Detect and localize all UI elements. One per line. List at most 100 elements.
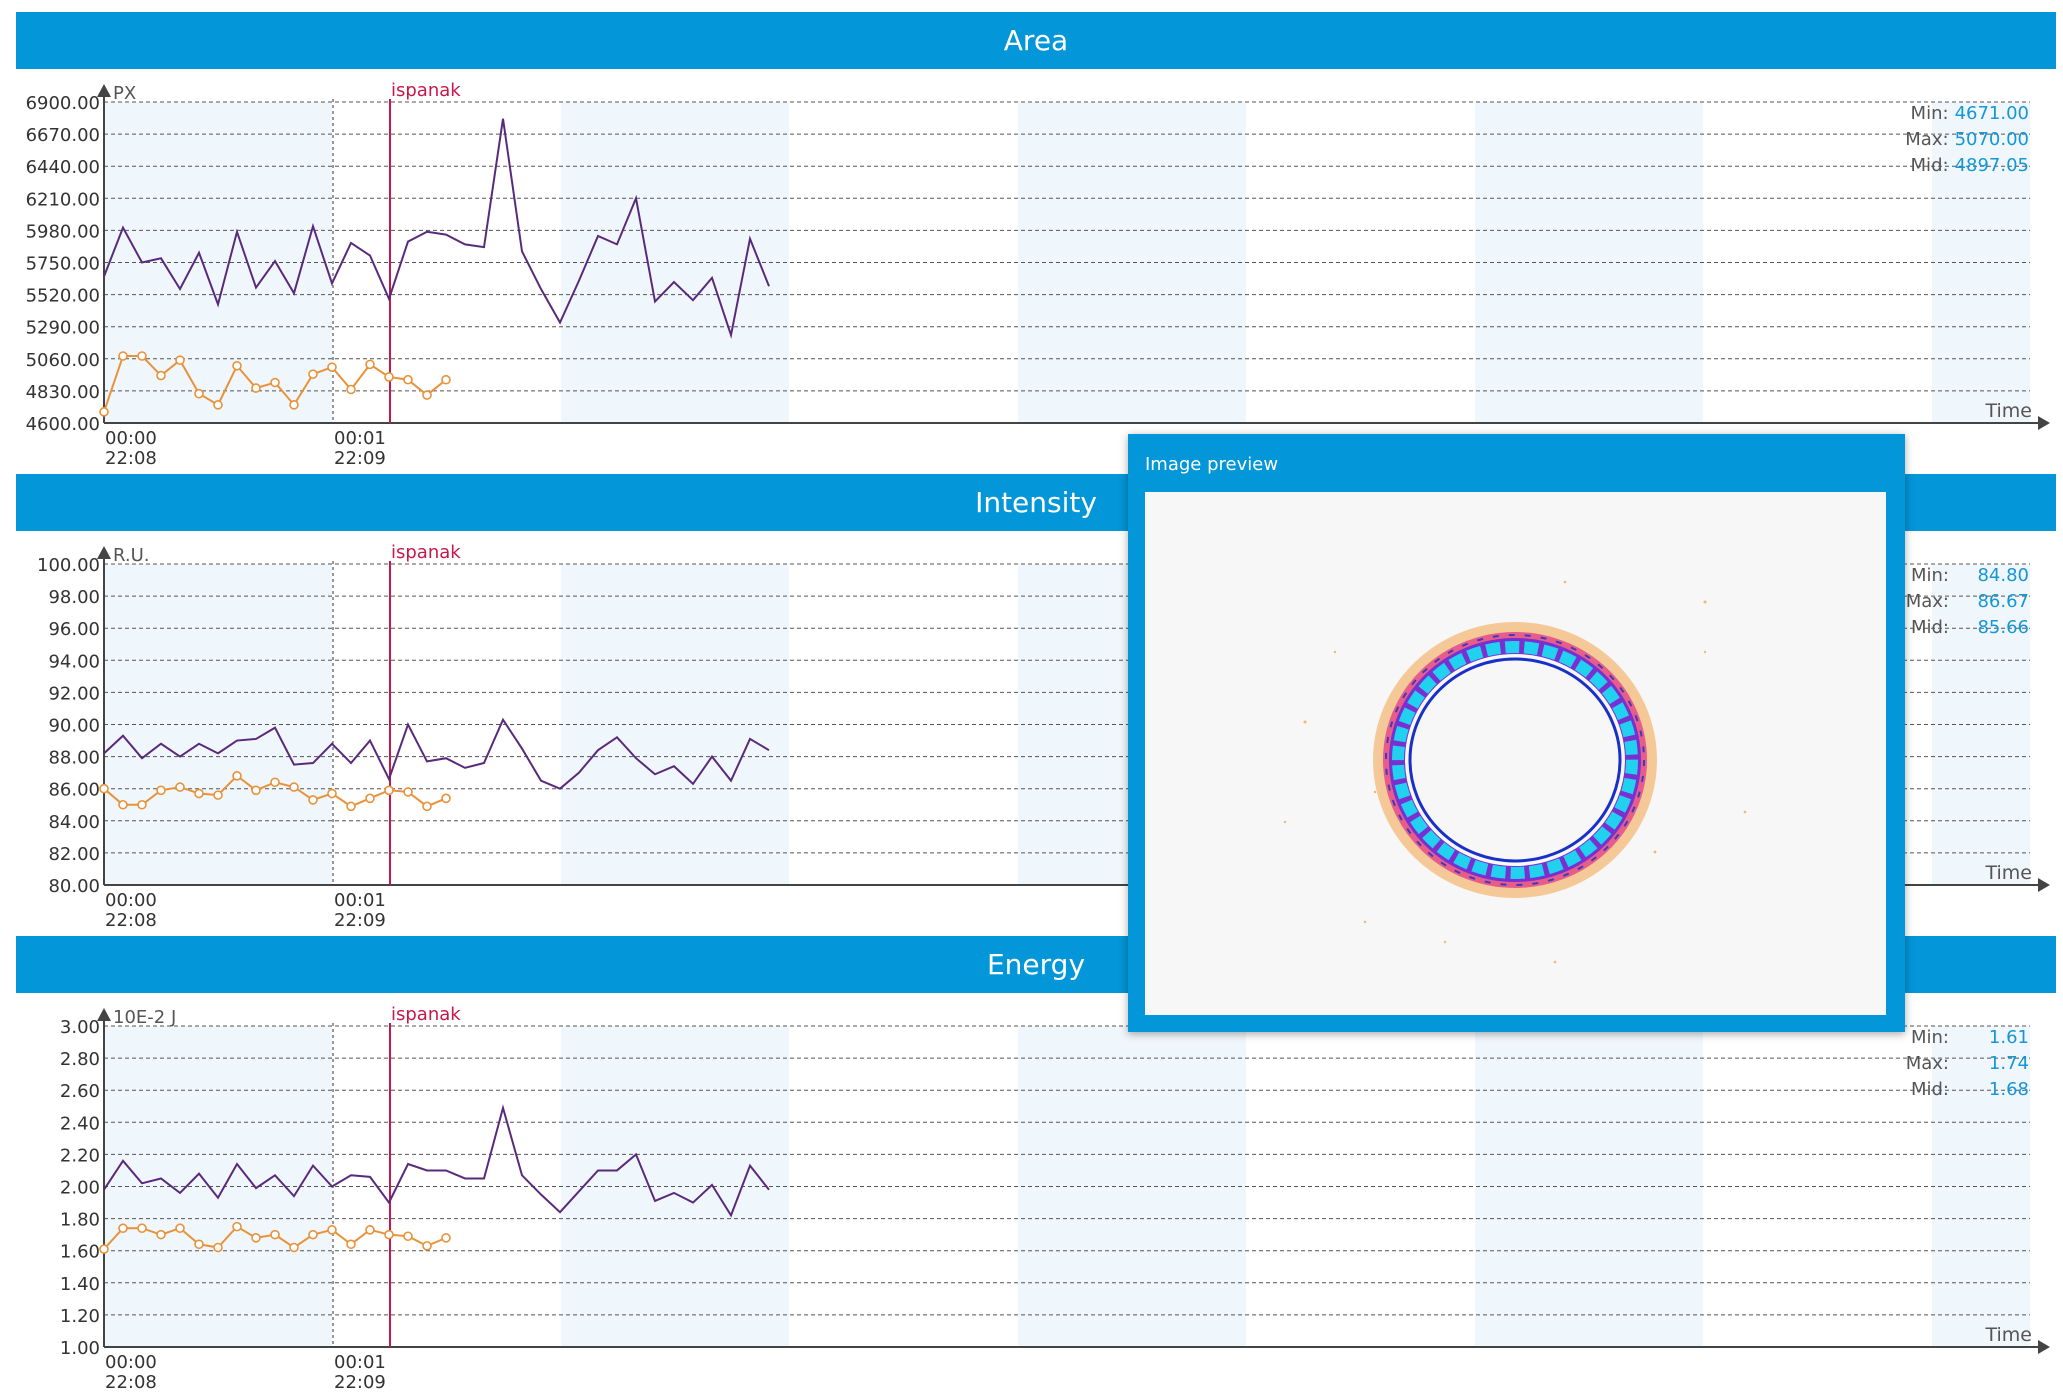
x-tick-label: 00:01 bbox=[334, 890, 386, 911]
time-axis-label: Time bbox=[1985, 400, 2033, 422]
marker-label: ispanak bbox=[391, 542, 461, 563]
image-preview-popup[interactable]: Image preview bbox=[1128, 434, 1905, 1032]
series-point-orange bbox=[308, 795, 318, 805]
series-point-orange bbox=[422, 1241, 432, 1251]
intensity-stats: Min: 84.80 Max: 86.67 Mid: 85.66 bbox=[1829, 563, 2029, 641]
series-line-purple bbox=[103, 1104, 770, 1218]
series-line-purple bbox=[103, 118, 770, 339]
series-point-orange bbox=[251, 1233, 261, 1243]
max-label: Max: bbox=[1905, 129, 1949, 150]
y-tick-label: 5290.00 bbox=[26, 318, 100, 339]
series-point-orange bbox=[99, 1244, 109, 1254]
series-point-orange bbox=[99, 407, 109, 417]
min-label: Min: bbox=[1910, 103, 1949, 124]
series-point-orange bbox=[213, 400, 223, 410]
energy-chart[interactable]: 3.00 2.80 2.60 2.40 2.20 2.00 1.80 1.60 1.40 1.20… bbox=[0, 993, 2063, 1393]
max-value: 1.74 bbox=[1988, 1053, 2029, 1074]
series-point-orange bbox=[270, 1229, 280, 1240]
series-point-orange bbox=[232, 1221, 242, 1232]
series-point-orange bbox=[308, 1229, 318, 1240]
series-point-orange bbox=[346, 1239, 356, 1250]
y-tick-label: 92.00 bbox=[48, 683, 100, 704]
series-point-orange bbox=[365, 359, 375, 370]
series-point-orange bbox=[270, 777, 280, 788]
series-point-orange bbox=[232, 771, 242, 781]
y-tick-label: 100.00 bbox=[37, 555, 100, 576]
y-axis-arrow-icon bbox=[97, 546, 111, 559]
series-point-orange bbox=[441, 793, 451, 804]
y-tick-label: 5980.00 bbox=[26, 221, 100, 242]
x-tick-label: 00:01 bbox=[334, 1352, 386, 1373]
mid-label: Mid: bbox=[1910, 1079, 1949, 1100]
series-point-orange bbox=[384, 372, 394, 382]
series-point-orange bbox=[384, 1229, 394, 1240]
x-tick-label: 22:09 bbox=[334, 448, 386, 469]
series-point-orange bbox=[441, 374, 451, 385]
y-tick-label: 5520.00 bbox=[26, 286, 100, 307]
series-point-orange bbox=[422, 801, 432, 812]
min-label: Min: bbox=[1910, 565, 1949, 586]
series-point-orange bbox=[403, 787, 413, 797]
y-tick-label: 6900.00 bbox=[26, 93, 100, 114]
unit-label: 10E-2 J bbox=[113, 1007, 176, 1028]
series-line-purple bbox=[103, 717, 770, 790]
x-tick-label: 22:09 bbox=[334, 1372, 386, 1393]
y-tick-label: 4830.00 bbox=[26, 382, 100, 403]
series-point-orange bbox=[384, 785, 394, 796]
series-point-orange bbox=[422, 390, 432, 400]
y-tick-label: 94.00 bbox=[48, 651, 100, 672]
series-point-orange bbox=[118, 351, 128, 361]
series-point-orange bbox=[365, 1225, 375, 1235]
max-value: 86.67 bbox=[1977, 591, 2029, 612]
series-point-orange bbox=[156, 785, 166, 796]
series-point-orange bbox=[213, 790, 223, 800]
x-axis-arrow-icon bbox=[2038, 878, 2050, 892]
area-stats: Min: 4671.00 Max: 5070.00 Mid: 4897.05 bbox=[1829, 101, 2029, 179]
y-tick-label: 4600.00 bbox=[26, 414, 100, 435]
beam-ring-image bbox=[1145, 492, 1886, 1015]
min-label: Min: bbox=[1910, 1027, 1949, 1048]
series-point-orange bbox=[156, 1229, 166, 1240]
series-point-orange bbox=[327, 1225, 337, 1235]
marker-label: ispanak bbox=[391, 1004, 461, 1025]
y-tick-label: 6670.00 bbox=[26, 125, 100, 146]
series-point-orange bbox=[289, 1242, 299, 1253]
series-point-orange bbox=[175, 355, 185, 365]
y-axis-arrow-icon bbox=[97, 1008, 111, 1021]
marker-label: ispanak bbox=[391, 80, 461, 101]
series-point-orange bbox=[308, 369, 318, 379]
y-tick-label: 2.80 bbox=[60, 1049, 100, 1070]
x-tick-label: 22:08 bbox=[105, 910, 157, 931]
series-point-orange bbox=[327, 362, 337, 372]
area-chart[interactable]: 6900.00 6670.00 6440.00 6210.00 5980.00 5750.… bbox=[0, 69, 2063, 469]
series-point-orange bbox=[289, 782, 299, 792]
series-point-orange bbox=[251, 383, 261, 393]
max-label: Max: bbox=[1905, 1053, 1949, 1074]
y-tick-label: 2.60 bbox=[60, 1081, 100, 1102]
series-point-orange bbox=[156, 370, 166, 381]
y-tick-label: 3.00 bbox=[60, 1017, 100, 1038]
mid-value: 85.66 bbox=[1977, 617, 2029, 638]
x-tick-label: 00:00 bbox=[105, 428, 157, 449]
preview-title: Image preview bbox=[1145, 454, 1279, 475]
y-tick-label: 6210.00 bbox=[26, 189, 100, 210]
series-point-orange bbox=[270, 377, 280, 388]
mid-label: Mid: bbox=[1910, 155, 1949, 176]
x-tick-label: 22:08 bbox=[105, 1372, 157, 1393]
x-tick-label: 22:09 bbox=[334, 910, 386, 931]
series-point-orange bbox=[118, 1223, 128, 1234]
x-tick-label: 00:00 bbox=[105, 1352, 157, 1373]
max-value: 5070.00 bbox=[1954, 129, 2029, 150]
time-axis-label: Time bbox=[1985, 862, 2033, 884]
x-tick-label: 00:01 bbox=[334, 428, 386, 449]
series-point-orange bbox=[232, 360, 242, 371]
panel-title: Area bbox=[16, 12, 2056, 69]
series-point-orange bbox=[346, 384, 356, 395]
y-tick-label: 1.00 bbox=[60, 1338, 100, 1359]
series-point-orange bbox=[99, 783, 109, 794]
y-tick-label: 88.00 bbox=[48, 748, 100, 769]
y-tick-label: 80.00 bbox=[48, 876, 100, 897]
series-point-orange bbox=[251, 785, 261, 796]
y-tick-label: 1.20 bbox=[60, 1306, 100, 1327]
series-point-orange bbox=[137, 351, 147, 361]
